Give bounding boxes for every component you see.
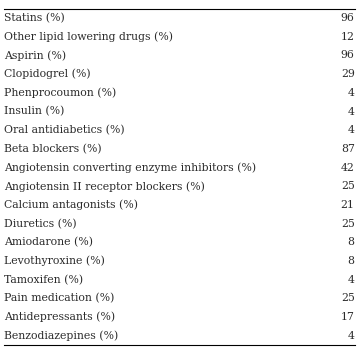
Text: Angiotensin converting enzyme inhibitors (%): Angiotensin converting enzyme inhibitors…	[4, 162, 256, 173]
Text: 4: 4	[348, 275, 355, 285]
Text: 4: 4	[348, 106, 355, 117]
Text: 4: 4	[348, 331, 355, 341]
Text: Aspirin (%): Aspirin (%)	[4, 50, 66, 61]
Text: Beta blockers (%): Beta blockers (%)	[4, 144, 102, 154]
Text: 96: 96	[341, 50, 355, 61]
Text: 87: 87	[341, 144, 355, 154]
Text: 12: 12	[341, 32, 355, 42]
Text: 8: 8	[348, 256, 355, 266]
Text: 25: 25	[341, 181, 355, 191]
Text: 96: 96	[341, 13, 355, 23]
Text: Amiodarone (%): Amiodarone (%)	[4, 237, 93, 247]
Text: Tamoxifen (%): Tamoxifen (%)	[4, 275, 83, 285]
Text: Other lipid lowering drugs (%): Other lipid lowering drugs (%)	[4, 31, 173, 42]
Text: 42: 42	[341, 163, 355, 173]
Text: Pain medication (%): Pain medication (%)	[4, 293, 115, 304]
Text: Statins (%): Statins (%)	[4, 13, 65, 23]
Text: Angiotensin II receptor blockers (%): Angiotensin II receptor blockers (%)	[4, 181, 205, 192]
Text: Benzodiazepines (%): Benzodiazepines (%)	[4, 331, 118, 341]
Text: Insulin (%): Insulin (%)	[4, 106, 65, 117]
Text: 29: 29	[341, 69, 355, 79]
Text: Clopidogrel (%): Clopidogrel (%)	[4, 69, 91, 79]
Text: 4: 4	[348, 125, 355, 135]
Text: Calcium antagonists (%): Calcium antagonists (%)	[4, 200, 138, 210]
Text: Antidepressants (%): Antidepressants (%)	[4, 312, 116, 323]
Text: Diuretics (%): Diuretics (%)	[4, 219, 77, 229]
Text: Phenprocoumon (%): Phenprocoumon (%)	[4, 88, 117, 98]
Text: Levothyroxine (%): Levothyroxine (%)	[4, 256, 105, 266]
Text: 25: 25	[341, 219, 355, 229]
Text: 8: 8	[348, 237, 355, 247]
Text: Oral antidiabetics (%): Oral antidiabetics (%)	[4, 125, 125, 135]
Text: 25: 25	[341, 293, 355, 303]
Text: 4: 4	[348, 88, 355, 98]
Text: 17: 17	[341, 312, 355, 322]
Text: 21: 21	[341, 200, 355, 210]
